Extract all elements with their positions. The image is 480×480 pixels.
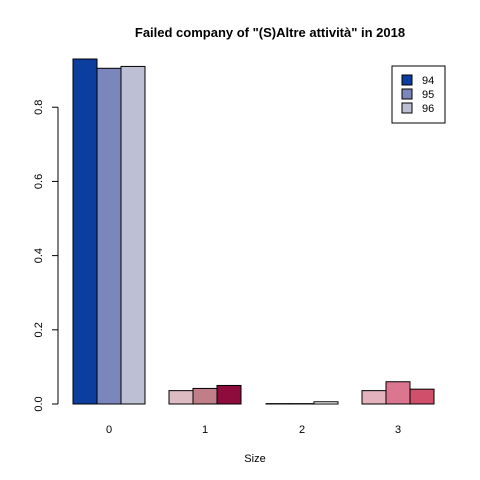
y-tick-label: 0.0 bbox=[33, 396, 45, 411]
legend: 94 95 96 bbox=[391, 65, 446, 124]
y-tick-label: 0.2 bbox=[33, 322, 45, 337]
bar-96-2 bbox=[313, 401, 339, 405]
legend-swatch-94 bbox=[401, 74, 413, 86]
y-tick-label: 0.6 bbox=[33, 174, 45, 189]
bar-96-0 bbox=[120, 65, 146, 405]
legend-swatch-96 bbox=[401, 102, 413, 114]
bar-95-0 bbox=[96, 67, 122, 405]
y-tick-label: 0.4 bbox=[33, 248, 45, 263]
legend-label-94: 94 bbox=[422, 75, 434, 87]
bar-95-3 bbox=[385, 381, 411, 405]
y-axis: 0.0 0.2 0.4 0.6 0.8 bbox=[33, 100, 59, 412]
x-tick-label: 3 bbox=[395, 424, 401, 436]
bar-96-3 bbox=[409, 388, 435, 405]
y-tick-label: 0.8 bbox=[33, 100, 45, 115]
x-axis-labels: 0 1 2 3 bbox=[106, 424, 401, 436]
x-tick-label: 1 bbox=[202, 424, 208, 436]
bar-96-1 bbox=[216, 384, 242, 405]
bar-94-1 bbox=[168, 390, 194, 405]
bar-95-1 bbox=[192, 387, 218, 405]
legend-box bbox=[391, 65, 446, 124]
legend-label-95: 95 bbox=[422, 89, 434, 101]
legend-label-96: 96 bbox=[422, 103, 434, 115]
x-tick-label: 0 bbox=[106, 424, 112, 436]
x-tick-label: 2 bbox=[299, 424, 305, 436]
bar-94-0 bbox=[72, 58, 98, 405]
bars bbox=[72, 58, 435, 405]
chart-title: Failed company of "(S)Altre attività" in… bbox=[135, 25, 405, 40]
legend-swatch-95 bbox=[401, 88, 413, 100]
bar-94-3 bbox=[361, 390, 387, 405]
x-axis-title: Size bbox=[244, 453, 265, 465]
